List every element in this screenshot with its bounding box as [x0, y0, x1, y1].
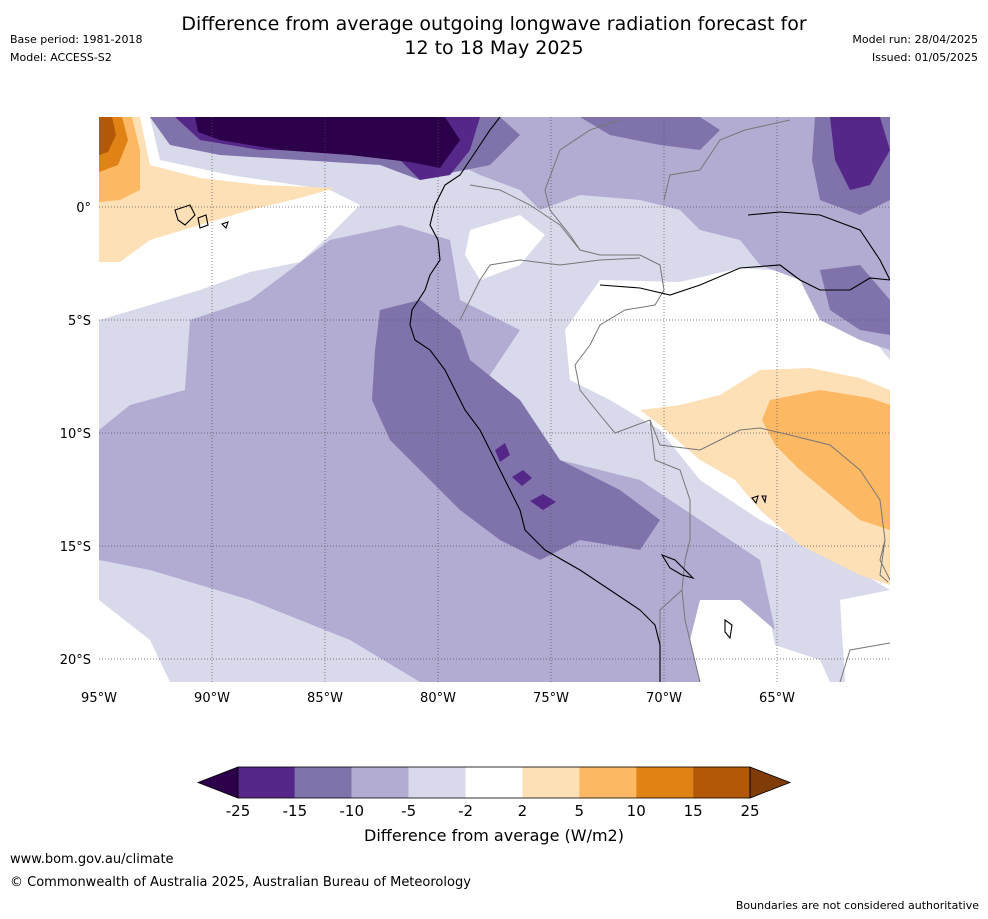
colorbar-tick-label: 2	[518, 802, 528, 820]
title-line-2: 12 to 18 May 2025	[404, 37, 584, 59]
latitude-labels: 0° 5°S 10°S 15°S 20°S	[60, 201, 91, 668]
colorbar-tick-label: -5	[401, 802, 416, 820]
lon-label: 80°W	[420, 691, 456, 706]
title-line-1: Difference from average outgoing longwav…	[181, 13, 807, 35]
footer-note: Boundaries are not considered authoritat…	[735, 899, 979, 912]
lon-label: 90°W	[194, 691, 230, 706]
colorbar-label: Difference from average (W/m2)	[364, 826, 624, 845]
lat-label: 15°S	[60, 540, 91, 555]
coastlines	[174, 117, 890, 682]
neutral-region-andes-north	[465, 215, 545, 280]
strong-negative-patch-1	[495, 443, 510, 462]
neutral-region-southwest-corner	[99, 600, 170, 682]
gridlines	[99, 117, 890, 682]
lon-label: 70°W	[646, 691, 682, 706]
colorbar-extend-low	[196, 766, 239, 799]
negative-region-northeast	[580, 117, 720, 150]
lat-label: 20°S	[60, 653, 91, 668]
neutral-region-northwest	[99, 117, 360, 320]
base-period: Base period: 1981-2018	[10, 33, 143, 46]
lon-label: 75°W	[533, 691, 569, 706]
country-borders	[459, 119, 890, 682]
colorbar-tick-label: 25	[740, 802, 759, 820]
colorbar-segment	[693, 767, 750, 798]
lat-label: 5°S	[68, 314, 91, 329]
colorbar-tick-label: -25	[226, 802, 251, 820]
negative-region-north	[450, 117, 890, 350]
colorbar-segment	[351, 767, 409, 798]
colorbar-tick-label: 15	[684, 802, 703, 820]
colorbar-extend-high	[749, 766, 792, 799]
colorbar-segment	[408, 767, 466, 798]
meta-left: Base period: 1981-2018 Model: ACCESS-S2	[10, 31, 142, 67]
footer-url: www.bom.gov.au/climate	[10, 852, 174, 867]
positive-region-galapagos	[99, 117, 335, 262]
colorbar-segment	[294, 767, 352, 798]
colorbar-tick-label: 10	[627, 802, 646, 820]
stronger-warm-region	[99, 117, 116, 155]
issued-date: Issued: 01/05/2025	[871, 51, 978, 64]
lon-label: 85°W	[307, 691, 343, 706]
colorbar-tick-label: -15	[283, 802, 308, 820]
negative-region-amazon-north	[820, 265, 890, 335]
meta-right: Model run: 28/04/2025 Issued: 01/05/2025	[852, 31, 978, 67]
olr-anomaly-field	[99, 117, 890, 682]
lat-label: 10°S	[60, 427, 91, 442]
strong-negative-region-northeast	[830, 117, 890, 190]
colorbar-tick-label: 5	[575, 802, 585, 820]
colorbar-tick-label: -2	[458, 802, 473, 820]
footer-copyright: © Commonwealth of Australia 2025, Austra…	[10, 875, 471, 890]
strong-negative-patch-2	[512, 470, 532, 486]
colorbar-segment	[579, 767, 637, 798]
colorbar-segment	[465, 767, 523, 798]
model-name: Model: ACCESS-S2	[10, 51, 112, 64]
warm-region-brazil	[762, 390, 890, 530]
neutral-region-bolivia-south	[680, 595, 830, 682]
strong-negative-patch-3	[530, 494, 556, 510]
lat-label: 0°	[76, 201, 91, 216]
model-run: Model run: 28/04/2025	[852, 33, 978, 46]
neutral-region-southeast-corner	[840, 590, 890, 682]
lon-label: 95°W	[81, 691, 117, 706]
negative-region-peru-coast	[372, 300, 660, 560]
colorbar-segment	[636, 767, 694, 798]
colorbar: -25 -15 -10 -5 -2 2 5 10 15 25	[196, 766, 792, 820]
chart-title: Difference from average outgoing longwav…	[0, 12, 988, 60]
colorbar-tick-label: -10	[340, 802, 365, 820]
longitude-labels: 95°W 90°W 85°W 80°W 75°W 70°W 65°W	[81, 691, 795, 706]
extreme-negative-region	[195, 117, 460, 168]
lon-label: 65°W	[759, 691, 795, 706]
colorbar-segment	[522, 767, 580, 798]
colorbar-segment	[238, 767, 295, 798]
colorbar-outline	[237, 766, 751, 799]
